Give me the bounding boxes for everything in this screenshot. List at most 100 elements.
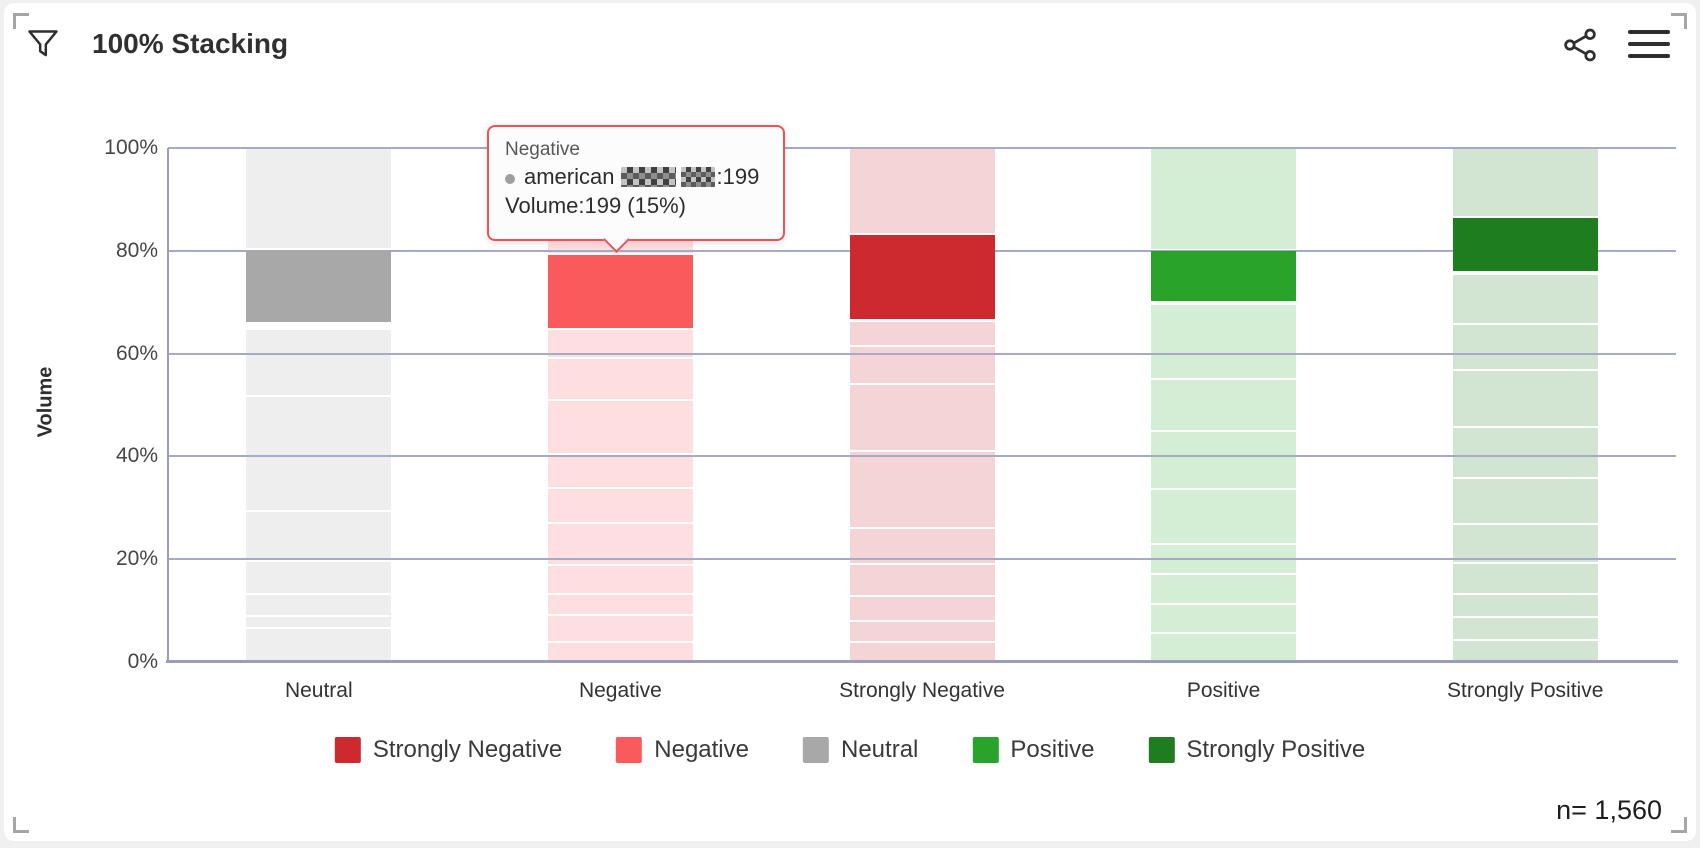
faded-segment-strongly-positive[interactable] — [1452, 525, 1598, 562]
y-axis-tick-label: 80% — [115, 238, 158, 262]
faded-segment-strongly-positive[interactable] — [1452, 563, 1598, 593]
faded-segment-positive[interactable] — [1151, 490, 1297, 544]
faded-segment-strongly-positive[interactable] — [1452, 617, 1598, 639]
faded-segment-strongly-positive[interactable] — [1452, 324, 1598, 369]
faded-segment-negative[interactable] — [547, 524, 693, 564]
gridline-20% — [168, 558, 1676, 561]
y-axis-tick-label: 20% — [115, 547, 158, 571]
highlighted-segment-strongly-negative[interactable] — [849, 234, 995, 320]
faded-segment-positive[interactable] — [1151, 305, 1297, 379]
chart-tooltip: Negative american :199 Volume:199 (15%) — [487, 125, 785, 253]
faded-segment-neutral[interactable] — [246, 595, 392, 616]
faded-segment-strongly-positive[interactable] — [1452, 148, 1598, 216]
bar-neutral[interactable] — [246, 148, 392, 662]
legend-swatch-strongly-positive — [1148, 737, 1175, 763]
y-axis-tick-label: 60% — [115, 341, 158, 365]
faded-segment-positive[interactable] — [1151, 634, 1297, 662]
faded-segment-negative[interactable] — [547, 595, 693, 615]
x-axis-label-negative: Negative — [578, 679, 662, 702]
faded-segment-strongly-negative[interactable] — [849, 452, 995, 527]
highlighted-segment-positive[interactable] — [1151, 251, 1297, 301]
faded-segment-neutral[interactable] — [246, 148, 392, 249]
faded-segment-negative[interactable] — [547, 642, 693, 662]
y-axis-tick-label: 0% — [127, 650, 158, 673]
faded-segment-strongly-positive[interactable] — [1452, 427, 1598, 477]
bar-positive[interactable] — [1151, 148, 1297, 662]
faded-segment-strongly-negative[interactable] — [849, 385, 995, 451]
faded-segment-neutral[interactable] — [246, 396, 392, 455]
highlighted-segment-strongly-positive[interactable] — [1452, 217, 1598, 271]
faded-segment-positive[interactable] — [1151, 380, 1297, 431]
redacted-pixelated-text — [681, 167, 716, 187]
legend-swatch-positive — [972, 737, 999, 763]
faded-segment-strongly-positive[interactable] — [1452, 275, 1598, 323]
faded-segment-strongly-negative[interactable] — [849, 621, 995, 642]
funnel-filter-icon — [25, 30, 61, 66]
gridline-100% — [168, 147, 1676, 149]
faded-segment-neutral[interactable] — [246, 511, 392, 561]
legend-item-neutral[interactable]: Neutral — [803, 736, 918, 764]
tooltip-series-value: :199 — [716, 164, 760, 189]
y-axis-title: Volume — [34, 366, 57, 438]
legend-label: Negative — [654, 736, 749, 763]
faded-segment-strongly-negative[interactable] — [849, 148, 995, 233]
x-axis-label-positive: Positive — [1186, 679, 1261, 702]
menu-button[interactable] — [1628, 30, 1674, 66]
hamburger-menu-icon — [1628, 30, 1674, 58]
highlighted-segment-negative[interactable] — [547, 254, 693, 328]
faded-segment-neutral[interactable] — [246, 456, 392, 510]
faded-segment-strongly-positive[interactable] — [1452, 640, 1598, 662]
tooltip-series-name: american — [524, 164, 615, 189]
faded-segment-strongly-positive[interactable] — [1452, 371, 1598, 426]
faded-segment-negative[interactable] — [547, 400, 693, 453]
legend-item-strongly-negative[interactable]: Strongly Negative — [334, 736, 563, 764]
legend-label: Neutral — [841, 736, 919, 763]
tooltip-series-line: american :199 — [505, 162, 767, 191]
chart-legend: Strongly Negative Negative Neutral Positive… — [334, 736, 1365, 764]
bar-strongly-negative[interactable] — [849, 148, 995, 662]
faded-segment-strongly-negative[interactable] — [849, 643, 995, 662]
faded-segment-strongly-positive[interactable] — [1452, 594, 1598, 616]
faded-segment-strongly-negative[interactable] — [849, 322, 995, 345]
faded-segment-negative[interactable] — [547, 454, 693, 488]
redacted-pixelated-text — [621, 167, 677, 187]
page-title: 100% Stacking — [92, 28, 289, 59]
x-axis-label-strongly-negative: Strongly Negative — [839, 679, 1005, 702]
faded-segment-positive[interactable] — [1151, 575, 1297, 604]
widget-card — [4, 3, 1696, 841]
selection-handle-top-right — [1671, 13, 1687, 29]
faded-segment-strongly-negative[interactable] — [849, 528, 995, 564]
faded-segment-positive[interactable] — [1151, 605, 1297, 633]
faded-segment-negative[interactable] — [547, 565, 693, 594]
faded-segment-neutral[interactable] — [246, 562, 392, 594]
sample-size-label: n= 1,560 — [1556, 795, 1662, 825]
faded-segment-negative[interactable] — [547, 616, 693, 641]
highlighted-segment-neutral[interactable] — [246, 250, 392, 322]
faded-segment-strongly-positive[interactable] — [1452, 478, 1598, 524]
legend-item-positive[interactable]: Positive — [972, 736, 1094, 764]
share-icon — [1561, 28, 1599, 67]
legend-item-negative[interactable]: Negative — [616, 736, 749, 764]
faded-segment-strongly-negative[interactable] — [849, 597, 995, 620]
legend-label: Strongly Negative — [372, 736, 563, 763]
tooltip-volume-line: Volume:199 (15%) — [505, 193, 686, 218]
x-axis-label-neutral: Neutral — [284, 679, 353, 702]
x-axis-label-strongly-positive: Strongly Positive — [1446, 679, 1604, 702]
bar-strongly-positive[interactable] — [1452, 148, 1598, 662]
faded-segment-neutral[interactable] — [246, 617, 392, 628]
legend-item-strongly-positive[interactable]: Strongly Positive — [1148, 736, 1365, 764]
filter-button[interactable] — [24, 27, 62, 65]
legend-label: Strongly Positive — [1186, 736, 1366, 763]
faded-segment-neutral[interactable] — [246, 629, 392, 662]
faded-segment-positive[interactable] — [1151, 148, 1297, 250]
faded-segment-positive[interactable] — [1151, 432, 1297, 489]
tooltip-category: Negative — [505, 139, 580, 160]
faded-segment-negative[interactable] — [547, 489, 693, 523]
faded-segment-negative[interactable] — [547, 359, 693, 399]
share-button[interactable] — [1560, 26, 1600, 66]
series-marker-dot-icon — [505, 174, 515, 184]
faded-segment-strongly-negative[interactable] — [849, 565, 995, 596]
faded-segment-neutral[interactable] — [246, 330, 392, 395]
